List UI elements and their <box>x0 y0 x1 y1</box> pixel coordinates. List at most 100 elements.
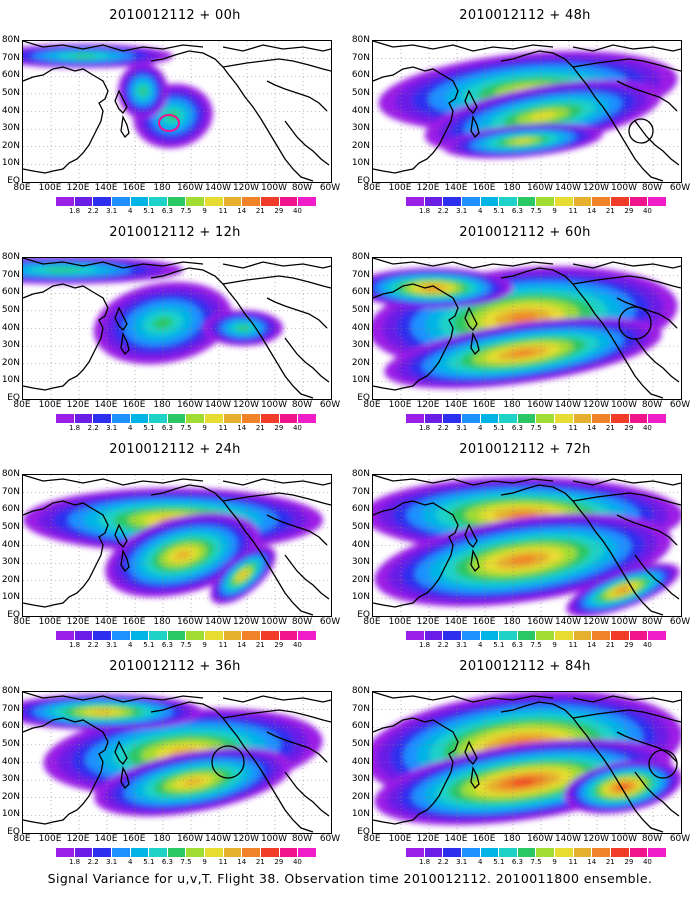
colorbar-labels: 1.8 2.2 3.1 4 5.1 6.3 7.5 9 11 14 21 29 40 <box>406 424 666 434</box>
map-area <box>372 691 682 834</box>
colorbar-level-label: 9 <box>202 424 207 432</box>
colorbar <box>56 197 316 206</box>
colorbar-labels: 1.8 2.2 3.1 4 5.1 6.3 7.5 9 11 14 21 29 40 <box>56 858 316 868</box>
colorbar-level-label: 40 <box>292 424 302 432</box>
colorbar-level-label: 40 <box>642 641 652 649</box>
colorbar-level-label: 3.1 <box>106 207 118 215</box>
coastline <box>572 709 681 723</box>
colorbar-level-label: 7.5 <box>180 207 192 215</box>
latitude-label: 50N <box>1 521 20 532</box>
longitude-label: 80W <box>641 617 663 627</box>
latitude-label: 20N <box>1 140 20 151</box>
coastline <box>572 478 681 486</box>
colorbar-level-label: 21 <box>255 424 265 432</box>
map-panel: 2010012112 + 72h 80N 70N 60N 50N 40N 30N 20N 10N… <box>350 434 700 652</box>
map-panel: 2010012112 + 60h 80N 70N 60N 50N 40N 30N 20N 10N… <box>350 217 700 435</box>
colorbar-swatch <box>186 631 206 640</box>
latitude-label: 40N <box>1 105 20 116</box>
colorbar-level-label: 14 <box>237 641 247 649</box>
longitude-label: 160W <box>176 183 204 193</box>
colorbar-labels: 1.8 2.2 3.1 4 5.1 6.3 7.5 9 11 14 21 29 40 <box>56 641 316 651</box>
colorbar-swatch <box>279 631 299 640</box>
variance-map <box>373 258 681 399</box>
colorbar-swatch <box>499 631 518 640</box>
longitude-label: 160W <box>526 400 554 410</box>
latitude-label: 20N <box>1 791 20 802</box>
colorbar-level-label: 29 <box>274 858 284 866</box>
longitude-label: 60W <box>319 183 341 193</box>
latitude-label: 50N <box>351 87 370 98</box>
colorbar-level-label: 5.1 <box>143 641 155 649</box>
latitude-label: 30N <box>351 557 370 568</box>
colorbar-level-label: 4 <box>128 641 133 649</box>
variance-contour <box>508 511 538 519</box>
longitude-label: 140E <box>444 183 468 193</box>
colorbar-swatch <box>56 848 75 857</box>
colorbar-level-label: 5.1 <box>143 858 155 866</box>
colorbar-swatch <box>424 197 444 206</box>
colorbar-swatch <box>223 848 243 857</box>
coastline <box>464 740 478 766</box>
longitude-label: 120E <box>416 183 440 193</box>
colorbar-level-label: 11 <box>568 207 578 215</box>
latitude-label: 20N <box>351 357 370 368</box>
colorbar-level-label: 14 <box>237 424 247 432</box>
colorbar-swatch <box>461 197 481 206</box>
latitude-label: 20N <box>351 574 370 585</box>
colorbar-swatch <box>480 631 500 640</box>
longitude-label: 140E <box>444 400 468 410</box>
coastline <box>470 765 480 790</box>
latitude-label: EQ <box>7 610 20 620</box>
longitude-label: 180 <box>503 617 521 627</box>
longitude-label: 100W <box>260 834 288 844</box>
variance-map <box>23 41 331 182</box>
colorbar-level-label: 2.2 <box>87 858 99 866</box>
colorbar-swatch <box>461 631 481 640</box>
colorbar-swatch <box>279 414 299 423</box>
longitude-label: 140E <box>94 183 118 193</box>
colorbar-swatch <box>167 197 187 206</box>
longitude-label: 80E <box>363 617 381 627</box>
observation-circle <box>628 118 654 144</box>
longitude-axis: 80E 100E 120E 140E 160E 180 160W 140W 120W 100W 80… <box>10 183 350 193</box>
colorbar-level-label: 5.1 <box>143 424 155 432</box>
colorbar-level-label: 4 <box>478 424 483 432</box>
longitude-label: 180 <box>153 400 171 410</box>
colorbar-swatch <box>573 631 593 640</box>
colorbar-swatch <box>298 414 316 423</box>
colorbar-level-label: 29 <box>624 207 634 215</box>
colorbar <box>56 631 316 640</box>
latitude-label: 40N <box>351 756 370 767</box>
latitude-label: 70N <box>351 703 370 714</box>
colorbar-swatch <box>93 631 112 640</box>
colorbar-level-label: 1.8 <box>68 207 81 215</box>
coastline <box>222 709 331 723</box>
colorbar-swatch <box>629 848 649 857</box>
longitude-label: 180 <box>503 400 521 410</box>
latitude-label: EQ <box>7 827 20 837</box>
panel-title: 2010012112 + 48h <box>459 8 591 23</box>
colorbar-swatch <box>611 414 630 423</box>
coastline <box>23 717 109 825</box>
colorbar-level-label: 7.5 <box>180 424 192 432</box>
colorbar-level-label: 5.1 <box>493 641 505 649</box>
latitude-label: 40N <box>1 322 20 333</box>
longitude-label: 120E <box>66 834 90 844</box>
longitude-label: 80W <box>641 183 663 193</box>
variance-map <box>373 41 681 182</box>
colorbar-swatch <box>555 414 574 423</box>
colorbar-swatch <box>111 631 131 640</box>
colorbar-level-label: 3.1 <box>106 641 118 649</box>
colorbar-level-label: 11 <box>218 424 228 432</box>
coastline <box>150 267 314 399</box>
latitude-label: 30N <box>1 557 20 568</box>
latitude-label: 60N <box>351 287 370 298</box>
latitude-label: EQ <box>357 393 370 403</box>
longitude-label: 140W <box>204 183 232 193</box>
longitude-label: 100W <box>260 617 288 627</box>
colorbar-labels: 1.8 2.2 3.1 4 5.1 6.3 7.5 9 11 14 21 29 40 <box>56 207 316 217</box>
longitude-label: 120E <box>66 183 90 193</box>
coastline <box>284 337 330 383</box>
latitude-label: EQ <box>7 393 20 403</box>
longitude-axis: 80E 100E 120E 140E 160E 180 160W 140W 120W 100W 80… <box>360 183 700 193</box>
